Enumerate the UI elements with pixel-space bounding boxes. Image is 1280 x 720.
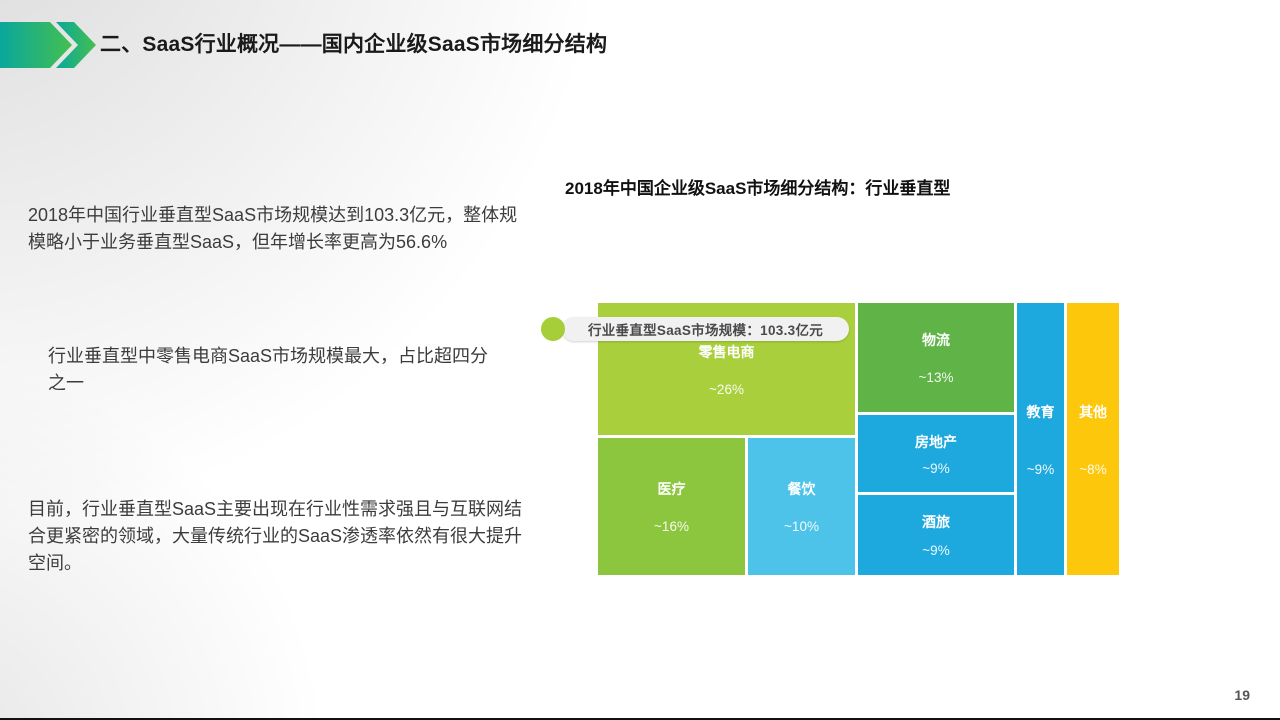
cell-label: 酒旅 [922,514,950,530]
cell-value: ~8% [1079,461,1107,477]
treemap-cell-hotel-travel: 酒旅 ~9% [858,495,1014,575]
cell-label: 其他 [1079,403,1107,420]
legend-dot-icon [541,317,565,341]
treemap-cell-education: 教育 ~9% [1017,303,1064,575]
treemap-cell-logistics: 物流 ~13% [858,303,1014,412]
treemap-cell-others: 其他 ~8% [1067,303,1119,575]
legend-total-label: 行业垂直型SaaS市场规模：103.3亿元 [562,317,849,341]
treemap-cell-medical: 医疗 ~16% [598,438,745,575]
chart-title: 2018年中国企业级SaaS市场细分结构：行业垂直型 [565,179,951,198]
treemap-chart: 行业垂直型SaaS市场规模：103.3亿元 零售电商 ~26% 医疗 ~16% … [541,303,1119,575]
cell-value: ~9% [922,543,950,558]
treemap-legend: 行业垂直型SaaS市场规模：103.3亿元 [541,317,849,341]
cell-label: 医疗 [657,481,686,497]
cell-value: ~13% [918,370,954,385]
cell-value: ~16% [654,519,689,534]
cell-label: 房地产 [915,433,957,450]
cell-value: ~9% [1026,461,1055,477]
cell-value: ~26% [709,381,744,397]
page-number: 19 [1234,687,1250,703]
treemap-cell-real-estate: 房地产 ~9% [858,415,1014,492]
cell-label: 教育 [1026,403,1055,420]
bottom-edge-bar [0,718,1280,720]
cell-value: ~10% [784,519,819,534]
treemap-cell-catering: 餐饮 ~10% [748,438,855,575]
cell-label: 零售电商 [698,343,755,360]
body-paragraph-outlook: 目前，行业垂直型SaaS主要出现在行业性需求强且与互联网结合更紧密的领域，大量传… [28,499,523,573]
body-paragraph-market-size: 2018年中国行业垂直型SaaS市场规模达到103.3亿元，整体规模略小于业务垂… [28,205,518,252]
cell-value: ~9% [922,460,950,476]
cell-label: 餐饮 [787,481,816,497]
cell-label: 物流 [922,332,950,348]
header-arrow-icon [0,22,96,68]
slide-title: 二、SaaS行业概况——国内企业级SaaS市场细分结构 [100,33,608,56]
body-paragraph-retail-share: 行业垂直型中零售电商SaaS市场规模最大，占比超四分之一 [48,346,489,393]
